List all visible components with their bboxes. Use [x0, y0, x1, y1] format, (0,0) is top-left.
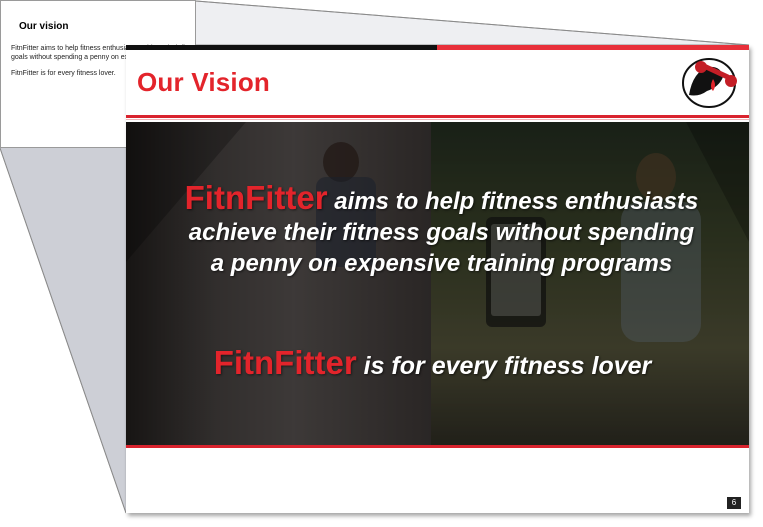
bottom-rule — [126, 445, 749, 448]
outline-slide-body: FitnFitter aims to help fitness enthusia… — [11, 45, 196, 87]
top-bar-red — [437, 45, 749, 50]
vision-message-1-text: aims to help fitness enthusiasts achieve… — [188, 188, 699, 277]
photo-decoration — [126, 122, 749, 342]
vision-message-1: FitnFitter aims to help fitness enthusia… — [126, 179, 749, 279]
main-slide[interactable]: Our Vision FitnFitter aims to help fitne… — [126, 45, 749, 513]
title-underline-light — [126, 119, 749, 120]
vision-message-2-text: is for every fitness lover — [356, 352, 652, 380]
runner-photo-right — [431, 122, 749, 445]
vision-message-2: FitnFitter is for every fitness lover — [126, 344, 749, 382]
photo-dark-overlay — [126, 122, 749, 445]
outline-slide-title: Our vision — [19, 21, 69, 32]
top-bar-black — [126, 45, 437, 50]
brand-name: FitnFitter — [213, 344, 357, 381]
page-number: 6 — [727, 497, 741, 509]
outline-paragraph-1: FitnFitter aims to help fitness enthusia… — [11, 45, 196, 61]
title-underline — [126, 115, 749, 118]
fitness-logo-icon — [682, 58, 737, 108]
outline-paragraph-2: FitnFitter is for every fitness lover. — [11, 70, 116, 77]
gym-photo-left — [126, 122, 431, 445]
slide-title: Our Vision — [137, 67, 270, 97]
background-photo: FitnFitter aims to help fitness enthusia… — [126, 122, 749, 445]
brand-name: FitnFitter — [184, 179, 328, 216]
